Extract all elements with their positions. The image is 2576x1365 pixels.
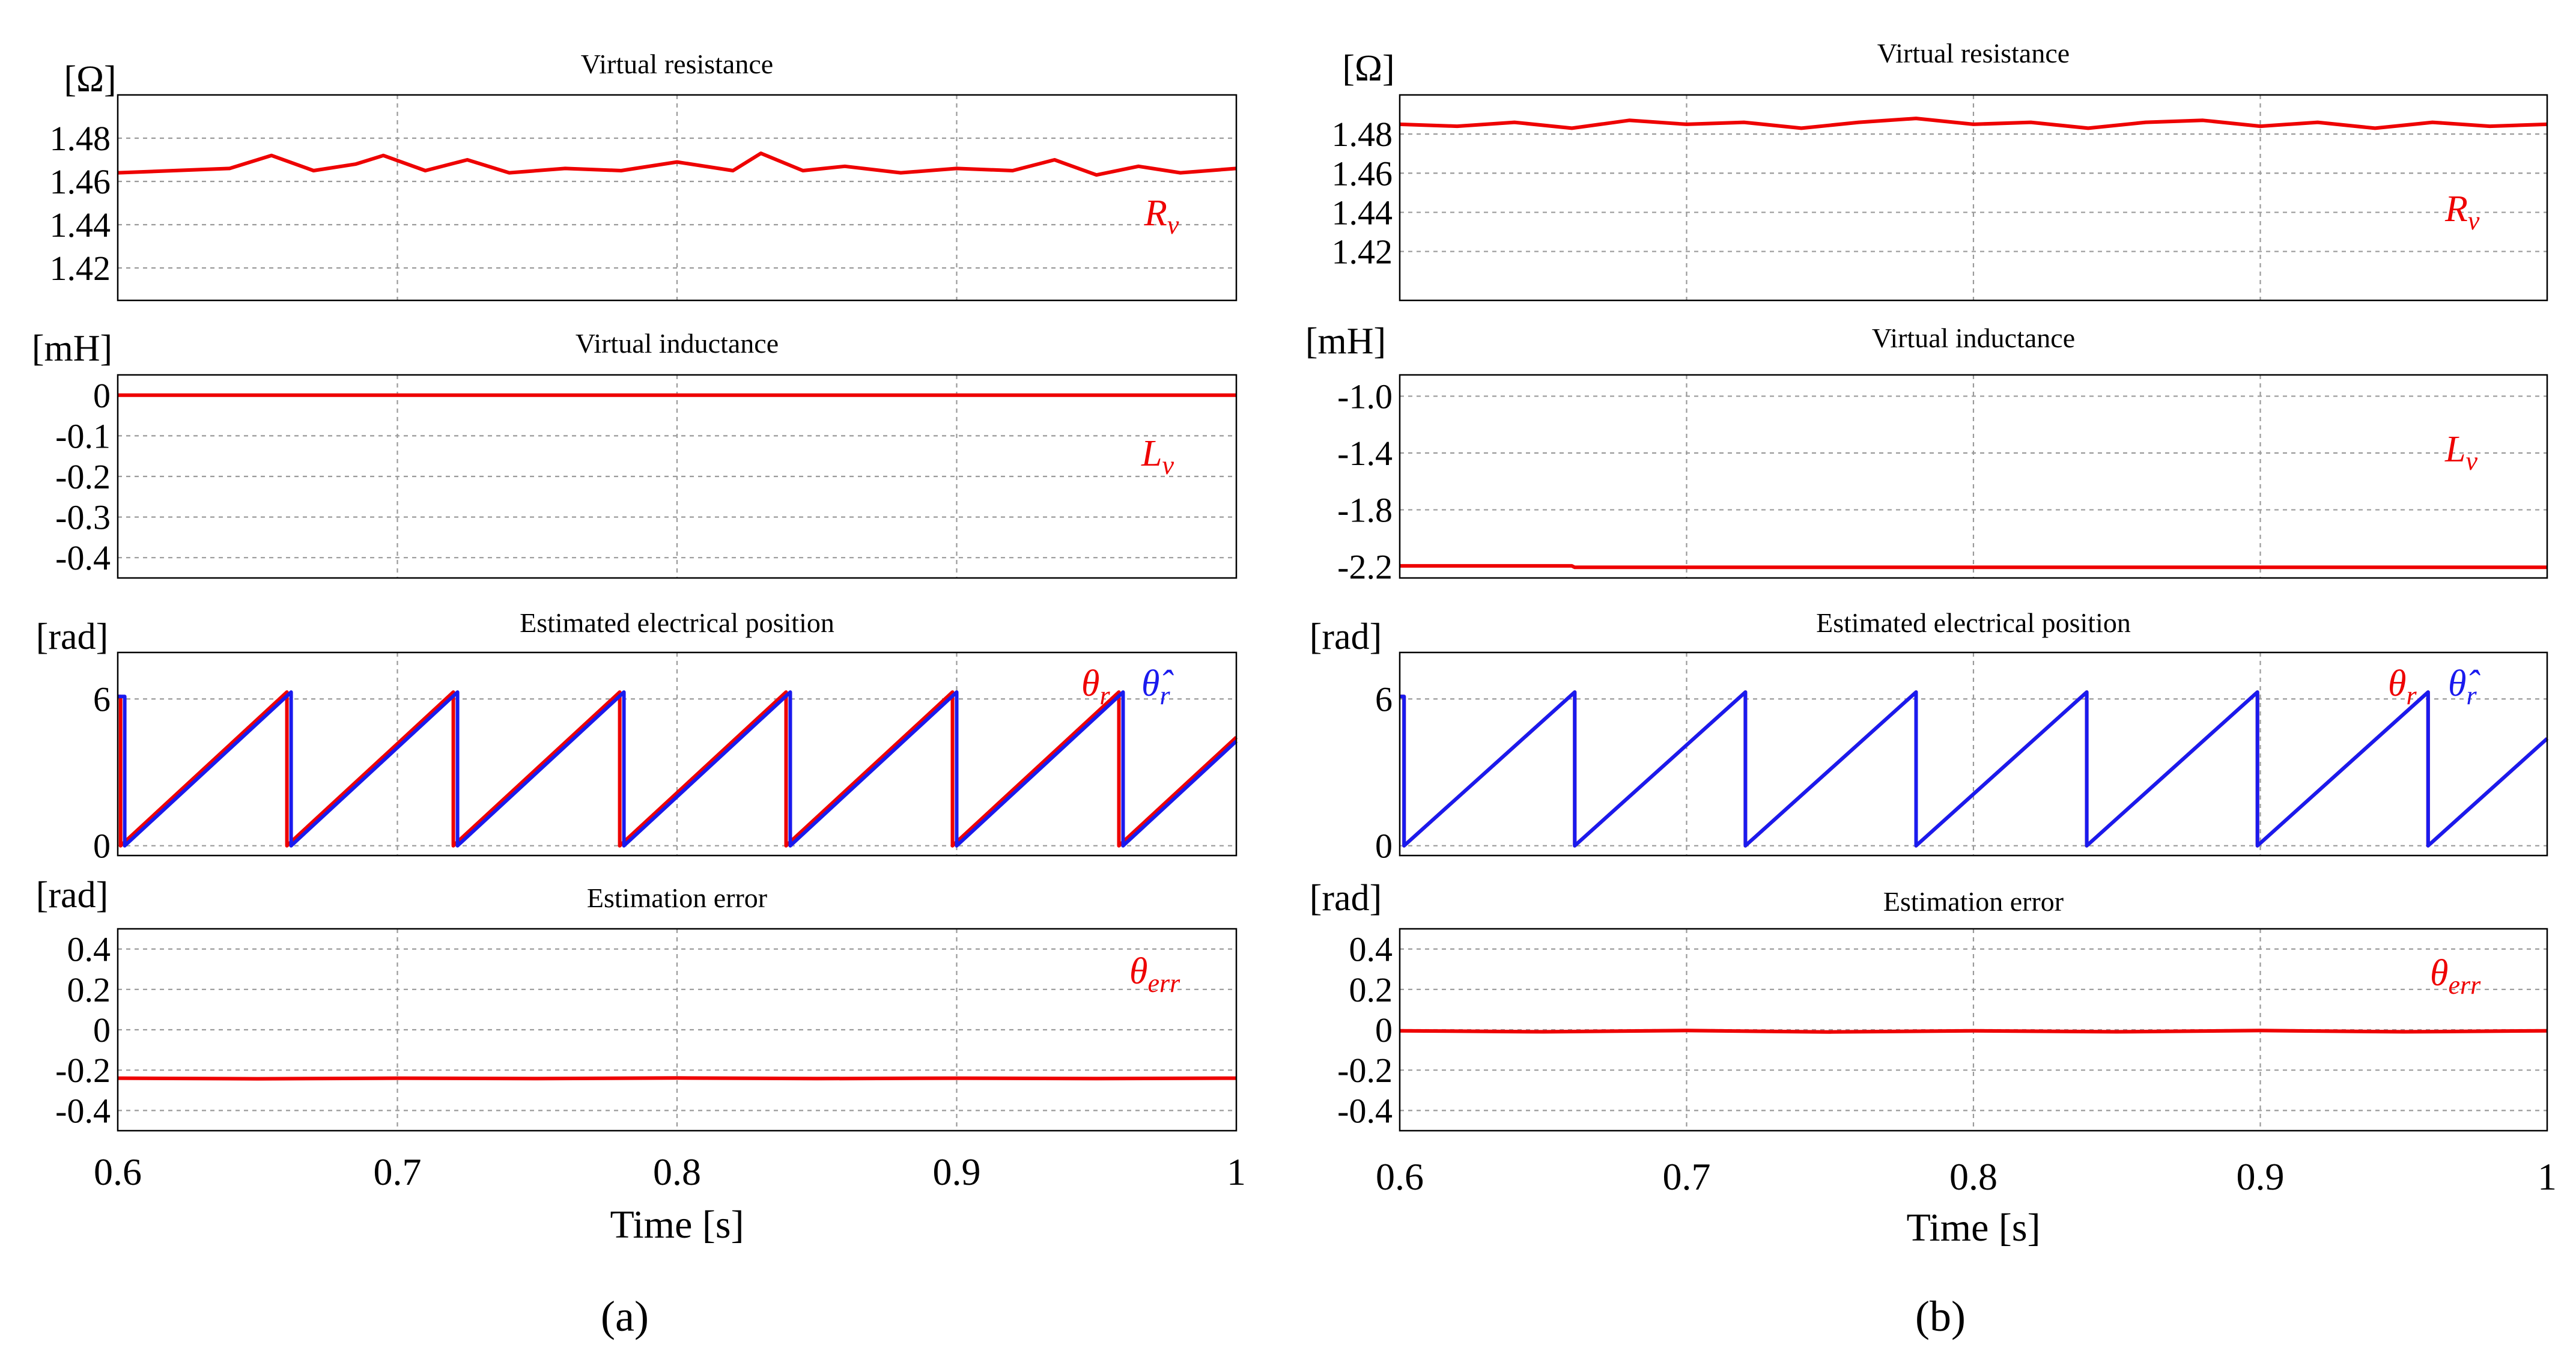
series-line-theta-r-hat — [1400, 690, 2549, 848]
y-tick-label: -0.4 — [1337, 1091, 1393, 1130]
y-tick-label: 0.4 — [67, 930, 111, 969]
y-tick-label: 6 — [93, 679, 111, 719]
y-tick-label: -0.2 — [1337, 1051, 1393, 1090]
y-tick-label: -0.2 — [55, 1051, 111, 1090]
panel-label: (b) — [1915, 1292, 1966, 1340]
y-axis-unit: [Ω] — [1342, 48, 1394, 89]
series-line-L-v — [1400, 564, 2547, 570]
chart-panel-a: Rv Virtual resistance [Ω] 1.48 1.46 1.44 1.42 L… — [32, 49, 1246, 1340]
subplot-virtual-resistance: Rv Virtual resistance [Ω] 1.481.461.441.42 — [1332, 38, 2548, 302]
subplot-title: Virtual resistance — [581, 49, 773, 79]
x-tick-label: 0.6 — [1376, 1155, 1424, 1198]
series-line-R-v — [117, 151, 1237, 177]
legend-theta-err: θerr — [2430, 953, 2481, 1000]
y-axis-unit: [mH] — [1305, 321, 1386, 362]
x-tick-label: 0.6 — [94, 1151, 142, 1193]
plot-frame — [1399, 651, 2548, 857]
legend-L-v: Lv — [1141, 433, 1174, 480]
x-tick-label: 0.8 — [1949, 1155, 1997, 1198]
series-line-theta-err — [1399, 1029, 2548, 1034]
legend-theta-r-hat: θ̂r — [2448, 663, 2480, 710]
y-tick-label: 0 — [93, 827, 111, 866]
y-tick-label: 0 — [1375, 1011, 1393, 1050]
plot-frame — [1399, 928, 2548, 1132]
legend-theta-r: θr — [1081, 663, 1110, 710]
y-tick-label: 0.2 — [1349, 970, 1393, 1009]
y-tick-label: -1.0 — [1337, 377, 1393, 416]
x-tick-label: 0.7 — [1663, 1155, 1711, 1198]
y-tick-label: 1.46 — [1332, 154, 1393, 193]
subplot-virtual-inductance: Lv Virtual inductance [mH] 0-0.1-0.2-0.3-0.… — [32, 328, 1238, 579]
subplot-estimation-error: θerr Estimation error [rad] 0.40.20-0.2-0.4 — [1310, 878, 2548, 1132]
subplot-title: Virtual inductance — [1872, 323, 2075, 353]
plot-frame — [117, 928, 1238, 1132]
y-tick-label: 1.44 — [50, 205, 111, 245]
panel-label: (a) — [601, 1292, 649, 1340]
subplot-title: Estimation error — [1883, 886, 2064, 917]
y-axis-unit: [rad] — [36, 875, 108, 916]
legend-R-v: Rv — [2444, 189, 2480, 236]
y-tick-label: 0 — [93, 376, 111, 415]
x-tick-label: 1 — [1227, 1151, 1246, 1193]
subplot-estimated-electrical-position: θr θ̂r Estimated electrical position [rad] 6… — [1310, 607, 2549, 866]
subplot-title: Estimated electrical position — [520, 607, 834, 638]
legend-theta-err: θerr — [1129, 951, 1180, 998]
x-tick-label: 0.9 — [2237, 1155, 2285, 1198]
x-tick-label: 0.8 — [653, 1151, 701, 1193]
y-tick-label: -0.4 — [55, 538, 111, 577]
legend-theta-r: θr — [2388, 663, 2417, 710]
y-tick-label: -0.1 — [55, 416, 111, 455]
x-axis-label: Time [s] — [610, 1203, 744, 1247]
y-axis-unit: [Ω] — [64, 59, 116, 100]
plot-frame — [117, 651, 1238, 857]
plot-frame — [117, 94, 1238, 302]
y-tick-label: 0 — [93, 1011, 111, 1050]
y-tick-label: -1.8 — [1337, 491, 1393, 530]
y-tick-label: 0.2 — [67, 970, 111, 1009]
y-tick-label: -0.3 — [55, 498, 111, 537]
y-tick-label: 1.44 — [1332, 193, 1393, 232]
subplot-virtual-inductance: Lv Virtual inductance [mH] -1.0 -1.4 -1.8 -2.2 — [1305, 321, 2548, 586]
y-tick-label: 1.48 — [50, 119, 111, 158]
x-tick-label: 0.7 — [374, 1151, 422, 1193]
series-line-theta-r-hat — [118, 690, 1238, 848]
y-tick-label: -1.4 — [1337, 434, 1393, 473]
x-tick-label: 0.9 — [933, 1151, 981, 1193]
plot-frame — [117, 374, 1238, 579]
y-tick-label: -2.2 — [1337, 547, 1393, 586]
y-axis-unit: [rad] — [1310, 878, 1382, 919]
y-tick-label: 1.46 — [50, 162, 111, 201]
series-line-theta-r — [118, 690, 1238, 848]
plot-frame — [1399, 374, 2548, 579]
chart-panel-b: Rv Virtual resistance [Ω] 1.481.461.441.42 L… — [1305, 38, 2557, 1340]
x-axis-label: Time [s] — [1906, 1206, 2040, 1250]
subplot-virtual-resistance: Rv Virtual resistance [Ω] 1.48 1.46 1.44 1.42 — [50, 49, 1238, 302]
y-tick-label: 1.48 — [1332, 115, 1393, 154]
x-tick-label: 1 — [2538, 1155, 2557, 1198]
subplot-estimated-electrical-position: θr θ̂r Estimated electrical position [rad] 6… — [36, 607, 1238, 866]
y-tick-label: 0.4 — [1349, 930, 1393, 969]
subplot-estimation-error: θerr Estimation error [rad] 0.40.20-0.2-0.4 — [36, 875, 1238, 1132]
series-line-R-v — [1399, 117, 2548, 130]
y-axis-unit: [mH] — [32, 328, 112, 369]
y-tick-label: -0.4 — [55, 1091, 111, 1130]
subplot-title: Virtual inductance — [576, 328, 779, 359]
y-tick-label: 6 — [1375, 679, 1393, 719]
legend-R-v: Rv — [1144, 193, 1179, 240]
legend-L-v: Lv — [2444, 429, 2477, 476]
subplot-title: Virtual resistance — [1877, 38, 2070, 68]
y-tick-label: 1.42 — [50, 249, 111, 288]
y-tick-label: 0 — [1375, 827, 1393, 866]
plot-frame — [1399, 94, 2548, 302]
subplot-title: Estimation error — [587, 883, 767, 913]
y-axis-unit: [rad] — [1310, 616, 1382, 657]
subplot-title: Estimated electrical position — [1816, 607, 2131, 638]
y-axis-unit: [rad] — [36, 616, 108, 657]
legend-theta-r-hat: θ̂r — [1141, 663, 1174, 710]
y-tick-label: 1.42 — [1332, 233, 1393, 272]
y-tick-label: -0.2 — [55, 457, 111, 496]
